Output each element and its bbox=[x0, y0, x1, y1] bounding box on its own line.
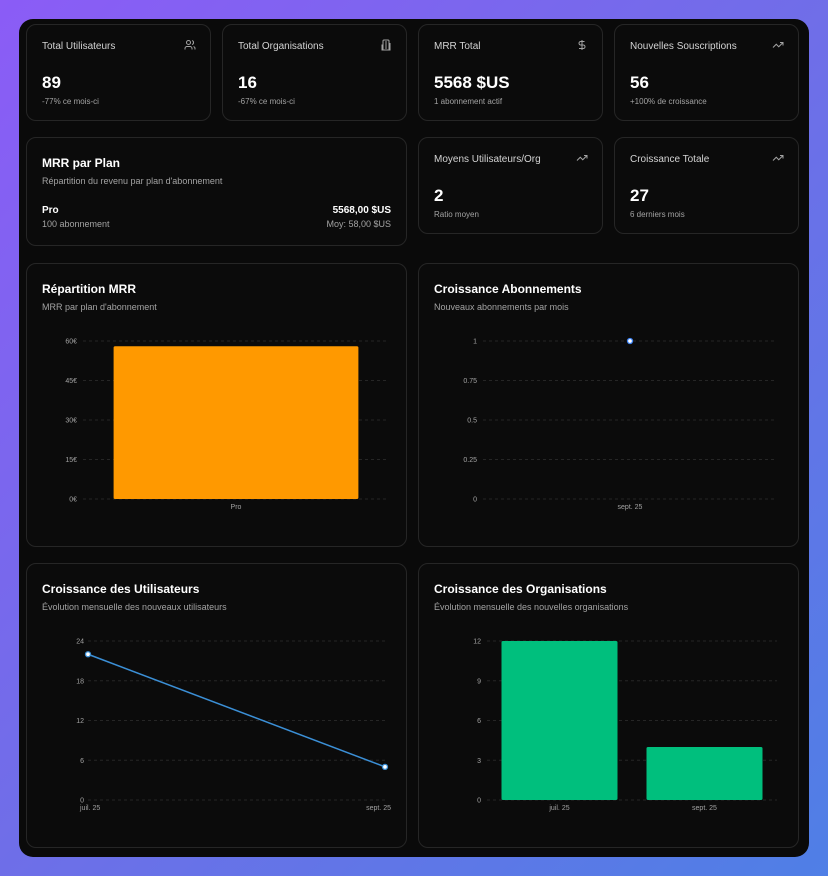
stat-subtext: +100% de croissance bbox=[630, 97, 707, 106]
data-point bbox=[381, 763, 389, 771]
stat-subtext: -77% ce mois-ci bbox=[42, 97, 99, 106]
y-tick-label: 0 bbox=[473, 497, 477, 504]
card-title: Croissance des Utilisateurs bbox=[42, 582, 200, 596]
y-tick-label: 0.75 bbox=[463, 378, 477, 385]
card-subtitle: Évolution mensuelle des nouvelles organi… bbox=[434, 602, 629, 612]
stat-title: Total Utilisateurs bbox=[42, 41, 116, 52]
trending-up-icon bbox=[576, 155, 588, 161]
users-icon bbox=[184, 40, 196, 50]
y-tick-label: 45€ bbox=[65, 378, 77, 385]
plan-average: Moy: 58,00 $US bbox=[326, 219, 391, 229]
stat-card-total-growth: Croissance Totale 27 6 derniers mois bbox=[614, 137, 799, 234]
card-subtitle: Évolution mensuelle des nouveaux utilisa… bbox=[42, 602, 227, 612]
plan-amount: 5568,00 $US bbox=[332, 205, 391, 216]
chart-card-subscription-growth: 0 0.25 0.5 0.75 1 sept. 25 Croissance Abonnem… bbox=[418, 263, 799, 547]
x-tick-label: sept. 25 bbox=[366, 805, 391, 812]
stat-value: 5568 $US bbox=[434, 73, 510, 92]
stat-title: MRR Total bbox=[434, 41, 481, 52]
y-tick-label: 9 bbox=[477, 678, 481, 685]
x-tick-label: juil. 25 bbox=[79, 805, 100, 812]
bar bbox=[646, 747, 763, 800]
stat-value: 16 bbox=[238, 73, 257, 92]
y-tick-label: 0 bbox=[80, 798, 84, 805]
chart-card-mrr-distribution: 0€ 15€ 30€ 45€ 60€ Pro Répartition MRR MRR pa… bbox=[26, 263, 407, 547]
y-tick-label: 6 bbox=[477, 718, 481, 725]
x-tick-label: juil. 25 bbox=[548, 805, 569, 812]
stat-card-avg-users-per-org: Moyens Utilisateurs/Org 2 Ratio moyen bbox=[418, 137, 603, 234]
x-tick-label: Pro bbox=[231, 504, 242, 511]
stat-card-total-orgs: Total Organisations 16 -67% ce mois-ci bbox=[222, 24, 407, 121]
y-tick-label: 60€ bbox=[65, 339, 77, 346]
card-title: Croissance des Organisations bbox=[434, 582, 607, 596]
stat-value: 2 bbox=[434, 186, 444, 205]
bar bbox=[501, 641, 618, 800]
series-line bbox=[87, 653, 386, 768]
stat-card-new-subscriptions: Nouvelles Souscriptions 56 +100% de croi… bbox=[614, 24, 799, 121]
stat-value: 89 bbox=[42, 73, 61, 92]
bar bbox=[113, 346, 359, 499]
org-growth-chart: 0 3 6 9 12 juil. 25 sept. 25 bbox=[473, 639, 777, 812]
plan-count: 100 abonnement bbox=[42, 219, 110, 229]
stat-card-mrr-total: MRR Total 5568 $US 1 abonnement actif bbox=[418, 24, 603, 121]
y-tick-label: 0 bbox=[477, 798, 481, 805]
user-growth-chart: 0 6 12 18 24 juil. 25 sept. 25 bbox=[76, 639, 391, 813]
plan-name: Pro bbox=[42, 205, 59, 216]
y-tick-label: 30€ bbox=[65, 418, 77, 425]
x-tick-label: sept. 25 bbox=[618, 504, 643, 511]
x-tick-label: sept. 25 bbox=[692, 805, 717, 812]
y-tick-label: 6 bbox=[80, 758, 84, 765]
mrr-by-plan-card: MRR par Plan Répartition du revenu par p… bbox=[26, 137, 407, 246]
stat-subtext: 6 derniers mois bbox=[630, 210, 685, 219]
chart-card-org-growth: 0 3 6 9 12 juil. 25 sept. 25 Croissance des Or… bbox=[418, 563, 799, 848]
stat-card-total-users: Total Utilisateurs 89 -77% ce mois-ci bbox=[26, 24, 211, 121]
stat-title: Croissance Totale bbox=[630, 154, 710, 165]
mrr-distribution-chart: 0€ 15€ 30€ 45€ 60€ Pro bbox=[65, 339, 389, 511]
y-tick-label: 0.25 bbox=[463, 457, 477, 464]
trending-up-icon bbox=[772, 42, 784, 48]
y-tick-label: 12 bbox=[473, 639, 481, 646]
y-tick-label: 12 bbox=[76, 718, 84, 725]
data-point bbox=[626, 337, 634, 345]
y-tick-label: 3 bbox=[477, 758, 481, 765]
y-tick-label: 18 bbox=[76, 678, 84, 685]
card-subtitle: MRR par plan d'abonnement bbox=[42, 302, 157, 312]
stat-subtext: -67% ce mois-ci bbox=[238, 97, 295, 106]
stat-value: 27 bbox=[630, 186, 649, 205]
card-subtitle: Répartition du revenu par plan d'abonnem… bbox=[42, 176, 223, 186]
stat-title: Nouvelles Souscriptions bbox=[630, 41, 737, 52]
subscription-growth-chart: 0 0.25 0.5 0.75 1 sept. 25 bbox=[463, 337, 777, 511]
y-tick-label: 1 bbox=[473, 339, 477, 346]
dollar-icon bbox=[578, 40, 586, 50]
card-title: MRR par Plan bbox=[42, 156, 121, 170]
stat-subtext: Ratio moyen bbox=[434, 210, 479, 219]
building-icon bbox=[381, 39, 391, 51]
card-title: Répartition MRR bbox=[42, 282, 136, 296]
trending-up-icon bbox=[772, 155, 784, 161]
stat-subtext: 1 abonnement actif bbox=[434, 97, 503, 106]
data-point bbox=[84, 651, 92, 658]
stat-title: Moyens Utilisateurs/Org bbox=[434, 154, 541, 165]
stat-title: Total Organisations bbox=[238, 41, 324, 52]
y-tick-label: 15€ bbox=[65, 457, 77, 464]
card-title: Croissance Abonnements bbox=[434, 282, 582, 296]
chart-card-user-growth: 0 6 12 18 24 juil. 25 sept. 25 Croissance des … bbox=[26, 563, 407, 848]
y-tick-label: 0€ bbox=[69, 497, 77, 504]
y-tick-label: 24 bbox=[76, 639, 84, 646]
stat-value: 56 bbox=[630, 73, 649, 92]
card-subtitle: Nouveaux abonnements par mois bbox=[434, 302, 569, 312]
y-tick-label: 0.5 bbox=[467, 418, 477, 425]
